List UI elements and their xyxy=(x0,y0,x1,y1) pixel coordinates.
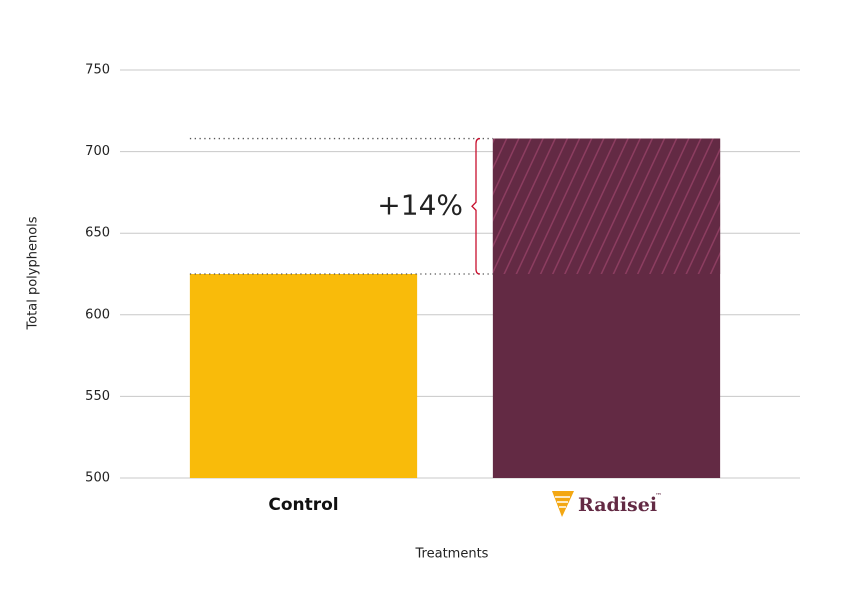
x-axis-label: Treatments xyxy=(415,547,489,562)
x-tick-label: Control xyxy=(268,495,338,515)
y-tick-label: 700 xyxy=(85,144,110,159)
annotation: +14% xyxy=(377,188,463,221)
y-tick-label: 550 xyxy=(85,389,110,404)
x-tick-label: Radisei xyxy=(578,494,657,516)
y-tick-label: 500 xyxy=(85,471,110,486)
y-tick-label: 600 xyxy=(85,307,110,322)
logo-icon xyxy=(552,491,574,517)
increase-hatch xyxy=(492,138,721,274)
bar xyxy=(189,274,418,478)
y-tick-label: 650 xyxy=(85,226,110,241)
bracket xyxy=(471,137,481,275)
trademark: ™ xyxy=(655,492,662,500)
y-axis-label: Total polyphenols xyxy=(26,216,41,330)
y-tick-label: 750 xyxy=(85,63,110,78)
